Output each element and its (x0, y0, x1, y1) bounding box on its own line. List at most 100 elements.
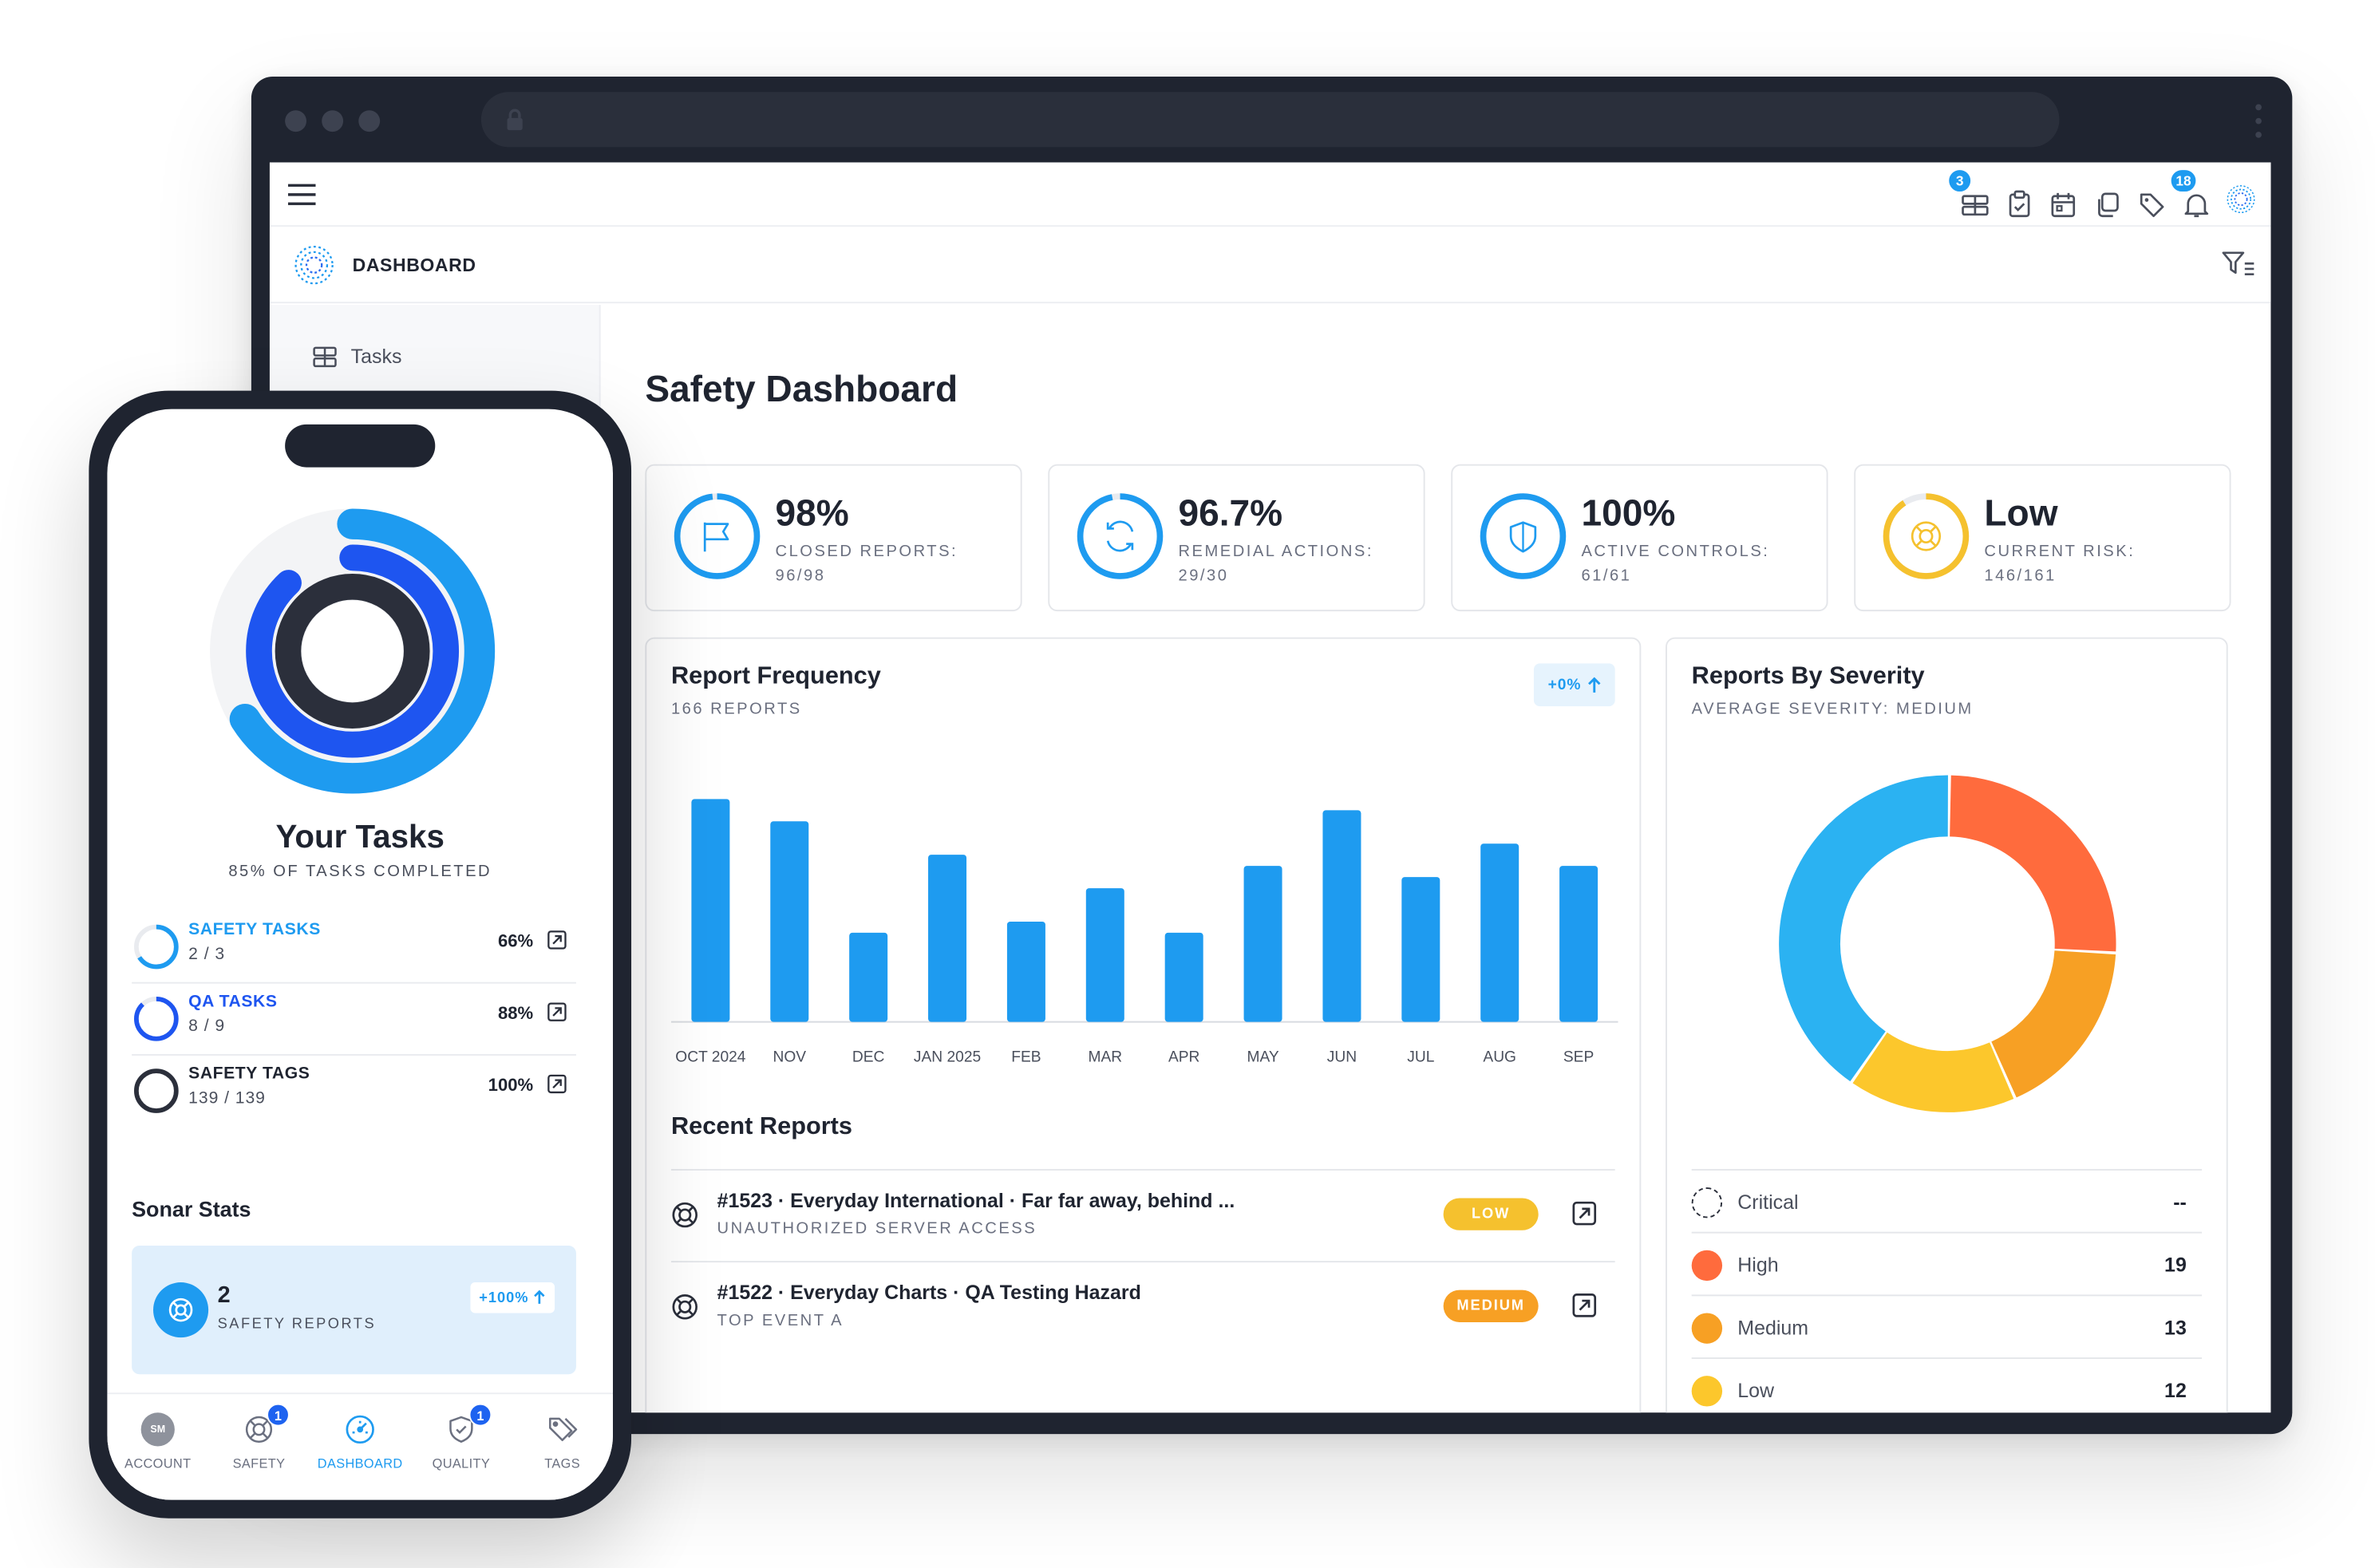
arrow-up-icon (1588, 676, 1601, 692)
severity-count: -- (2173, 1190, 2187, 1214)
donut-slice-medium[interactable] (1991, 950, 2116, 1098)
stat-card-active-controls[interactable]: 100% ACTIVE CONTROLS: 61/61 (1451, 464, 1828, 612)
stat-sub: 146/161 (1984, 567, 2057, 586)
bottom-tab-bar: SM ACCOUNT 1 SAFETY DASHBOARD (107, 1392, 613, 1500)
stat-label: CURRENT RISK: (1984, 542, 2136, 561)
calendar-icon[interactable] (2049, 172, 2077, 218)
severity-swatch (1691, 1250, 1723, 1282)
tab-tags[interactable]: TAGS (512, 1412, 613, 1471)
clipboard-check-icon[interactable] (2004, 172, 2033, 218)
tasks-icon (313, 346, 337, 367)
user-avatar[interactable] (2227, 172, 2255, 218)
sonar-value: 2 (217, 1282, 231, 1309)
donut-slice-low[interactable] (1852, 1032, 2014, 1112)
task-fraction: 139 / 139 (188, 1089, 266, 1108)
severity-row-high[interactable]: High 19 (1691, 1231, 2203, 1295)
lifebuoy-icon (1911, 521, 1942, 551)
stat-card-closed-reports[interactable]: 98% CLOSED REPORTS: 96/98 (645, 464, 1022, 612)
x-tick-label: JAN 2025 (914, 1049, 981, 1066)
open-external-icon[interactable] (547, 1074, 567, 1094)
donut-slice-high[interactable] (1950, 775, 2116, 952)
stat-value: 98% (775, 493, 849, 535)
tab-label: QUALITY (432, 1455, 491, 1471)
tab-quality[interactable]: 1 QUALITY (411, 1403, 512, 1471)
severity-row-low[interactable]: Low 12 (1691, 1357, 2203, 1412)
donut-slice-unassigned[interactable] (1779, 775, 1948, 1082)
browser-menu-icon[interactable] (2255, 104, 2262, 138)
tasks-nav-icon[interactable]: 3 (1947, 168, 1989, 218)
gauge-icon (346, 1415, 374, 1444)
copy-icon[interactable] (2093, 172, 2122, 218)
tab-label: ACCOUNT (124, 1455, 192, 1471)
hamburger-menu-icon[interactable] (287, 184, 316, 212)
severity-count: 19 (2164, 1253, 2187, 1277)
bar[interactable] (1085, 888, 1124, 1022)
trend-badge[interactable]: +0% (1534, 663, 1615, 707)
task-row-qa-tasks[interactable]: QA TASKS 8 / 9 88% (132, 984, 576, 1056)
bar[interactable] (1322, 810, 1361, 1022)
tab-safety[interactable]: 1 SAFETY (208, 1403, 310, 1471)
report-subtitle: UNAUTHORIZED SERVER ACCESS (717, 1219, 1037, 1238)
open-external-icon (1572, 1294, 1597, 1317)
bar[interactable] (849, 932, 888, 1022)
lifebuoy-icon (672, 1202, 697, 1228)
sonar-stat-card[interactable]: 2 SAFETY REPORTS +100% (132, 1245, 576, 1375)
bar[interactable] (1006, 921, 1045, 1022)
bar[interactable] (1559, 866, 1598, 1022)
bar[interactable] (1164, 932, 1203, 1022)
tags-icon (549, 1417, 578, 1442)
stat-card-current-risk[interactable]: Low CURRENT RISK: 146/161 (1854, 464, 2231, 612)
x-tick-label: AUG (1483, 1049, 1516, 1066)
tab-dashboard[interactable]: DASHBOARD (310, 1412, 411, 1471)
task-ring (275, 574, 430, 729)
minimize-window-button[interactable] (322, 110, 344, 132)
rings-center (302, 600, 403, 702)
tab-label: TAGS (544, 1455, 581, 1471)
severity-badge-medium: MEDIUM (1443, 1290, 1539, 1322)
tasks-badge: 3 (1947, 168, 1973, 193)
notifications-badge: 18 (2169, 168, 2198, 193)
stat-sub: 96/98 (775, 567, 826, 586)
bar[interactable] (770, 821, 809, 1022)
task-row-safety-tasks[interactable]: SAFETY TASKS 2 / 3 66% (132, 911, 576, 983)
main-content: Safety Dashboard 98% CLOSED REPORTS: 96/… (603, 305, 2271, 1413)
stat-card-remedial-actions[interactable]: 96.7% REMEDIAL ACTIONS: 29/30 (1048, 464, 1425, 612)
close-window-button[interactable] (285, 110, 306, 132)
address-bar[interactable] (480, 92, 2060, 148)
task-fraction: 2 / 3 (188, 945, 226, 964)
bell-icon[interactable]: 18 (2169, 168, 2211, 218)
severity-donut-chart (1779, 775, 2116, 1112)
report-subtitle: TOP EVENT A (717, 1311, 844, 1330)
progress-ring (1883, 493, 1970, 579)
bar[interactable] (928, 855, 967, 1022)
tab-account[interactable]: SM ACCOUNT (107, 1412, 208, 1471)
bar[interactable] (1480, 843, 1519, 1022)
tab-label: SAFETY (232, 1455, 286, 1471)
trend-badge: +100% (469, 1282, 555, 1313)
app-header: 3 18 (269, 162, 2271, 227)
severity-badge-low: LOW (1443, 1198, 1539, 1230)
bar[interactable] (691, 799, 730, 1022)
task-percent: 88% (497, 1005, 534, 1024)
open-external-icon[interactable] (547, 1002, 567, 1022)
maximize-window-button[interactable] (358, 110, 381, 132)
progress-arc (1883, 493, 1970, 579)
tag-icon[interactable] (2137, 172, 2166, 218)
safety-badge: 1 (267, 1403, 290, 1427)
open-external-icon[interactable] (547, 930, 567, 950)
filter-icon[interactable] (2222, 250, 2255, 285)
trend-value: +0% (1547, 676, 1582, 693)
task-row-safety-tags[interactable]: SAFETY TAGS 139 / 139 100% (132, 1056, 576, 1128)
progress-arc (674, 493, 761, 579)
bar[interactable] (1243, 866, 1282, 1022)
divider (132, 1053, 576, 1056)
report-row[interactable]: #1523 · Everyday International · Far far… (671, 1171, 1615, 1259)
bar[interactable] (1401, 877, 1440, 1022)
severity-row-medium[interactable]: Medium 13 (1691, 1294, 2203, 1357)
trend-value: +100% (479, 1289, 529, 1306)
x-tick-label: MAY (1247, 1049, 1278, 1066)
sidebar-item-tasks[interactable]: Tasks (313, 345, 401, 368)
severity-row-critical[interactable]: Critical -- (1691, 1168, 2203, 1232)
task-progress-ring (133, 996, 179, 1041)
report-row[interactable]: #1522 · Everyday Charts · QA Testing Haz… (671, 1262, 1615, 1351)
